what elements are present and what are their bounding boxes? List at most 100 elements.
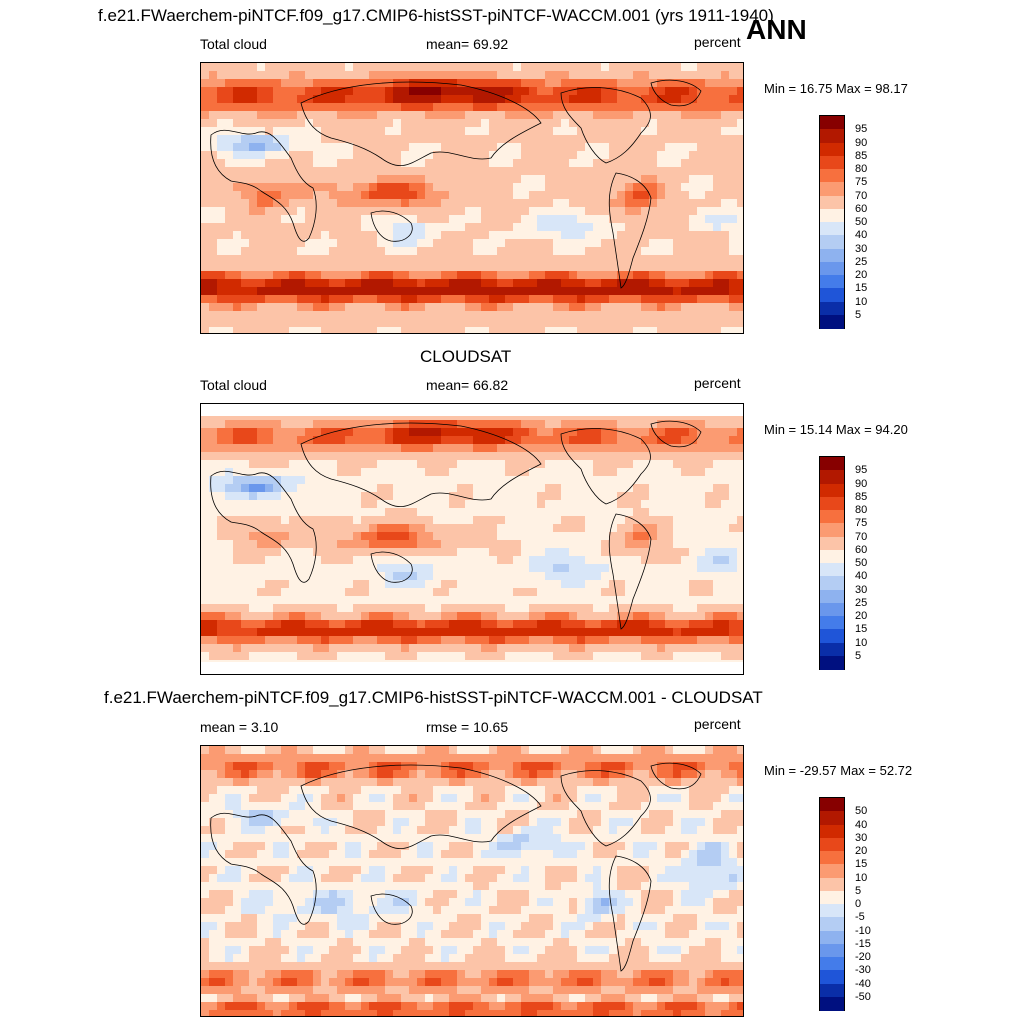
contour-cell	[345, 652, 354, 661]
contour-cell	[633, 436, 642, 445]
contour-cell	[473, 143, 482, 152]
contour-cell	[241, 127, 250, 136]
contour-cell	[217, 263, 226, 272]
contour-cell	[457, 175, 466, 184]
contour-cell	[593, 63, 602, 72]
contour-cell	[673, 319, 682, 328]
contour-cell	[385, 532, 394, 541]
contour-cell	[457, 127, 466, 136]
contour-cell	[553, 508, 562, 517]
contour-cell	[721, 95, 730, 104]
contour-cell	[633, 327, 642, 333]
contour-cell	[489, 71, 498, 80]
contour-cell	[569, 548, 578, 557]
contour-cell	[329, 271, 338, 280]
contour-cell	[537, 295, 546, 304]
contour-cell	[505, 580, 514, 589]
contour-cell	[209, 492, 218, 501]
contour-cell	[545, 319, 554, 328]
contour-cell	[289, 287, 298, 296]
contour-cell	[449, 508, 458, 517]
contour-cell	[289, 460, 298, 469]
contour-cell	[649, 492, 658, 501]
contour-cell	[601, 263, 610, 272]
contour-cell	[697, 460, 706, 469]
contour-cell	[681, 604, 690, 613]
contour-cell	[233, 484, 242, 493]
contour-cell	[705, 87, 714, 96]
contour-cell	[489, 746, 498, 755]
contour-cell	[289, 143, 298, 152]
contour-cell	[233, 420, 242, 429]
contour-cell	[545, 564, 554, 573]
contour-cell	[409, 770, 418, 779]
contour-cell	[481, 175, 490, 184]
contour-cell	[729, 620, 738, 629]
contour-cell	[313, 223, 322, 232]
contour-cell	[649, 420, 658, 429]
contour-cell	[537, 572, 546, 581]
contour-cell	[393, 500, 402, 509]
contour-cell	[241, 183, 250, 192]
contour-cell	[465, 484, 474, 493]
contour-cell	[729, 71, 738, 80]
contour-cell	[505, 484, 514, 493]
contour-cell	[521, 295, 530, 304]
contour-cell	[313, 492, 322, 501]
contour-cell	[697, 207, 706, 216]
contour-cell	[225, 287, 234, 296]
contour-cell	[713, 191, 722, 200]
contour-cell	[377, 271, 386, 280]
contour-cell	[689, 516, 698, 525]
contour-cell	[697, 492, 706, 501]
contour-cell	[209, 279, 218, 288]
contour-cell	[593, 620, 602, 629]
contour-cell	[353, 79, 362, 88]
contour-cell	[577, 604, 586, 613]
contour-cell	[601, 628, 610, 637]
contour-cell	[737, 175, 743, 184]
contour-cell	[257, 119, 266, 128]
contour-cell	[697, 500, 706, 509]
contour-cell	[737, 103, 743, 112]
contour-cell	[369, 476, 378, 485]
contour-cell	[273, 460, 282, 469]
contour-cell	[401, 508, 410, 517]
contour-cell	[273, 540, 282, 549]
contour-cell	[337, 468, 346, 477]
coastline	[210, 470, 317, 583]
contour-cell	[401, 428, 410, 437]
contour-cell	[625, 428, 634, 437]
contour-cell	[737, 191, 743, 200]
contour-cell	[545, 279, 554, 288]
contour-cell	[473, 770, 482, 779]
contour-cell	[393, 63, 402, 72]
contour-cell	[217, 644, 226, 653]
contour-cell	[673, 135, 682, 144]
contour-cell	[545, 548, 554, 557]
contour-cell	[593, 644, 602, 653]
contour-cell	[545, 103, 554, 112]
contour-cell	[473, 508, 482, 517]
contour-cell	[297, 580, 306, 589]
contour-cell	[465, 548, 474, 557]
contour-cell	[481, 319, 490, 328]
contour-cell	[425, 95, 434, 104]
colorbar-segment	[820, 155, 844, 170]
contour-cell	[657, 199, 666, 208]
contour-cell	[401, 452, 410, 461]
contour-cell	[201, 548, 210, 557]
contour-cell	[553, 532, 562, 541]
contour-cell	[697, 412, 706, 421]
contour-cell	[345, 596, 354, 605]
contour-cell	[529, 532, 538, 541]
contour-cell	[681, 754, 690, 763]
figure-title: f.e21.FWaerchem-piNTCF.f09_g17.CMIP6-his…	[98, 6, 774, 25]
contour-cell	[225, 770, 234, 779]
contour-cell	[353, 143, 362, 152]
contour-cell	[393, 620, 402, 629]
contour-cell	[473, 746, 482, 755]
contour-cell	[209, 79, 218, 88]
contour-cell	[361, 746, 370, 755]
contour-cell	[201, 303, 210, 312]
